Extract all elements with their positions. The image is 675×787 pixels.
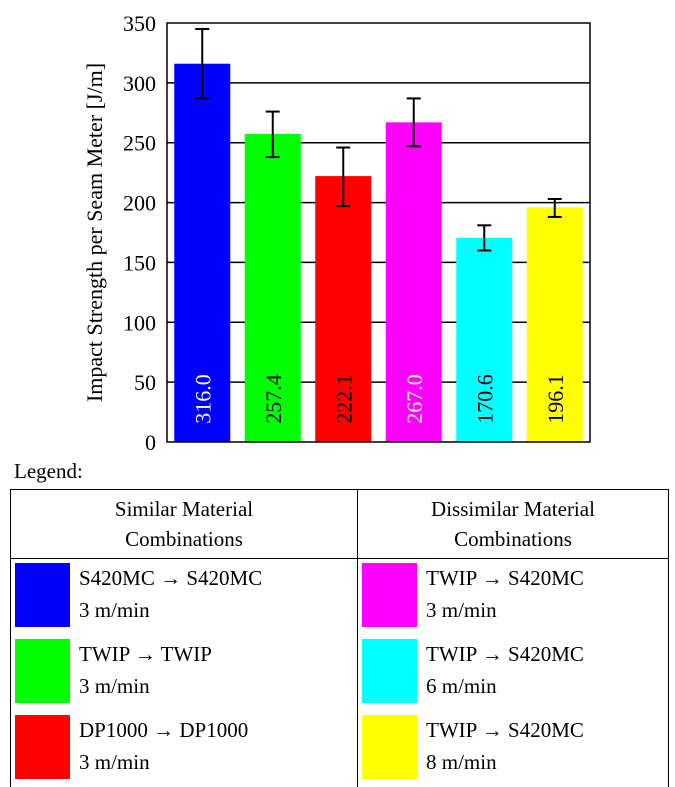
- y-tick-label: 100: [123, 310, 156, 335]
- bar-value-label: 267.0: [402, 374, 427, 424]
- legend-entry: TWIP → S420MC 8 m/min: [358, 711, 668, 787]
- value-labels: 316.0 257.4 222.1 267.0 170.6 196.1: [190, 374, 568, 424]
- legend-entry-text: TWIP → TWIP 3 m/min: [79, 638, 212, 702]
- legend-entry: TWIP → S420MC 3 m/min: [358, 559, 668, 635]
- bar-chart: 316.0 257.4 222.1 267.0 170.6 196.1 0 50 100 150…: [82, 11, 591, 455]
- bar-value-label: 170.6: [472, 374, 497, 424]
- legend-group-heading: Dissimilar Material Combinations: [358, 490, 668, 559]
- legend-entry-line1: TWIP → TWIP: [79, 642, 212, 666]
- y-tick-label: 350: [123, 11, 156, 36]
- legend-heading-line2: Combinations: [125, 527, 243, 551]
- bar: [385, 122, 442, 442]
- legend-entry-line1: TWIP → S420MC: [426, 718, 584, 742]
- legend-group-dissimilar: Dissimilar Material Combinations TWIP → …: [357, 490, 668, 787]
- error-bars: [195, 27, 562, 252]
- legend-entry-line2: 8 m/min: [426, 750, 497, 774]
- legend-entry: TWIP → S420MC 6 m/min: [358, 635, 668, 711]
- legend-entry-line1: TWIP → S420MC: [426, 566, 584, 590]
- legend-entry-line1: S420MC → S420MC: [79, 566, 263, 590]
- legend-entry-text: TWIP → S420MC 3 m/min: [426, 562, 584, 626]
- legend-swatch: [15, 639, 70, 703]
- legend-heading-line1: Dissimilar Material: [431, 497, 595, 521]
- gridlines: [167, 82, 590, 383]
- legend-entry: DP1000 → DP1000 3 m/min: [11, 711, 357, 787]
- legend-entry-line2: 3 m/min: [79, 674, 150, 698]
- legend-entry-line2: 3 m/min: [79, 598, 150, 622]
- legend-swatch: [362, 563, 417, 627]
- legend-heading-line2: Combinations: [454, 527, 572, 551]
- y-tick-label: 50: [134, 370, 156, 395]
- legend-entry-text: S420MC → S420MC 3 m/min: [79, 562, 262, 626]
- y-tick-label: 150: [123, 250, 156, 275]
- legend-entry-line1: TWIP → S420MC: [426, 642, 584, 666]
- bar-value-label: 196.1: [543, 374, 568, 424]
- legend-heading-line1: Similar Material: [114, 497, 254, 521]
- y-tick-label: 200: [123, 191, 156, 216]
- legend-swatch: [15, 563, 70, 627]
- bar-value-label: 257.4: [261, 374, 286, 424]
- legend-entry-text: TWIP → S420MC 6 m/min: [426, 638, 584, 702]
- y-tick-label: 0: [145, 430, 156, 455]
- bar-value-label: 222.1: [331, 374, 356, 424]
- bar: [174, 63, 231, 443]
- bars: [174, 63, 583, 443]
- y-axis-label: Impact Strength per Seam Meter [J/m]: [82, 63, 107, 402]
- legend-entry-text: TWIP → S420MC 8 m/min: [426, 714, 584, 778]
- bar: [315, 176, 372, 443]
- legend-swatch: [362, 639, 417, 703]
- legend-entry-line1: DP1000 → DP1000: [79, 718, 249, 742]
- plot-frame: [166, 22, 591, 443]
- bar: [456, 237, 513, 442]
- bar: [526, 207, 583, 442]
- legend-group-heading: Similar Material Combinations: [11, 490, 357, 559]
- bar-value-label: 316.0: [190, 374, 215, 424]
- y-tick-label: 250: [123, 131, 156, 156]
- legend-entry: TWIP → TWIP 3 m/min: [11, 635, 357, 711]
- legend-entry-line2: 3 m/min: [426, 598, 497, 622]
- y-tick-labels: 0 50 100 150 200 250 300 350: [123, 11, 156, 455]
- legend-entry-line2: 6 m/min: [426, 674, 497, 698]
- legend-entry: S420MC → S420MC 3 m/min: [11, 559, 357, 635]
- legend-entry-line2: 3 m/min: [79, 750, 150, 774]
- legend-entry-text: DP1000 → DP1000 3 m/min: [79, 714, 248, 778]
- legend-group-similar: Similar Material Combinations S420MC → S…: [11, 490, 357, 787]
- bar: [244, 133, 301, 443]
- legend-table: Similar Material Combinations S420MC → S…: [10, 489, 669, 787]
- legend-title: Legend:: [14, 459, 83, 483]
- legend-swatch: [362, 715, 417, 779]
- legend-swatch: [15, 715, 70, 779]
- y-tick-label: 300: [123, 71, 156, 96]
